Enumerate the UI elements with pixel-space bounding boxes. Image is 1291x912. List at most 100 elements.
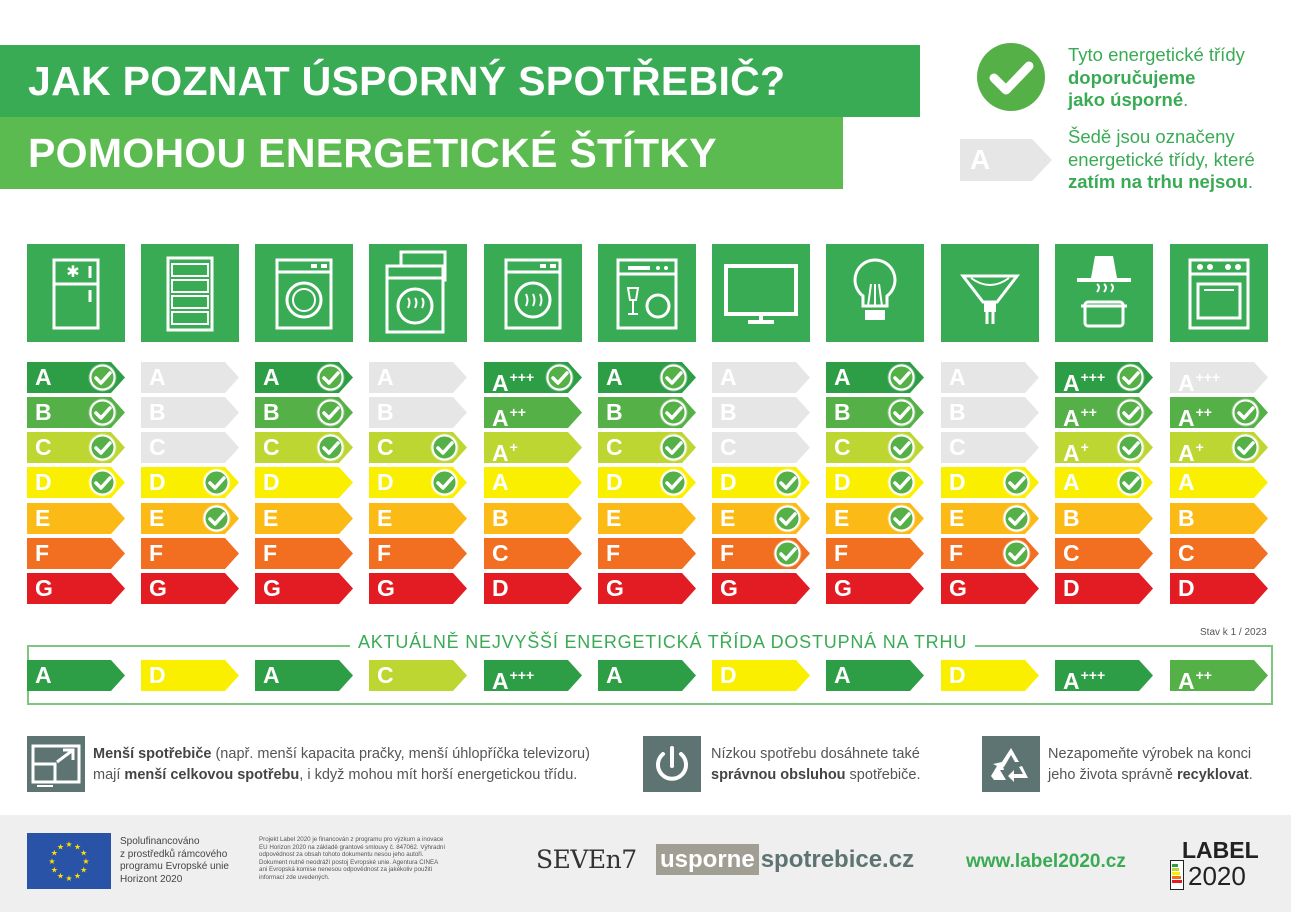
energy-class-arrow: G bbox=[712, 573, 810, 604]
page-title-line1: JAK POZNAT ÚSPORNÝ SPOTŘEBIČ? bbox=[0, 45, 920, 117]
energy-class-arrow: B bbox=[255, 397, 353, 428]
energy-class-arrow: D bbox=[141, 467, 239, 498]
energy-class-arrow: C bbox=[712, 432, 810, 463]
energy-class-label: D bbox=[263, 469, 280, 495]
energy-class-arrow: G bbox=[598, 573, 696, 604]
energy-class-label: E bbox=[606, 505, 622, 531]
energy-class-arrow: B bbox=[141, 397, 239, 428]
check-icon bbox=[202, 468, 231, 497]
check-icon bbox=[316, 363, 345, 392]
energy-class-label: A bbox=[949, 364, 966, 390]
energy-class-arrow: A bbox=[369, 362, 467, 393]
energy-class-label: C bbox=[35, 434, 52, 460]
energy-class-arrow: G bbox=[369, 573, 467, 604]
energy-class-arrow: A bbox=[141, 362, 239, 393]
energy-class-label: F bbox=[377, 540, 392, 566]
energy-class-label: D bbox=[35, 469, 52, 495]
eu-flag-icon: ★ ★ ★ ★ ★ ★ ★ ★ ★ ★ ★ ★ bbox=[27, 833, 111, 889]
best-available-class-arrow: A bbox=[255, 660, 353, 691]
energy-class-label: F bbox=[606, 540, 621, 566]
check-icon bbox=[88, 398, 117, 427]
light-bulb-icon bbox=[826, 244, 924, 342]
energy-class-label: B bbox=[1178, 505, 1195, 531]
energy-class-arrow: G bbox=[826, 573, 924, 604]
energy-class-label: A++ bbox=[1178, 667, 1212, 694]
eu-star: ★ bbox=[80, 849, 87, 858]
label2020-logo: LABEL 2020 bbox=[1170, 838, 1270, 892]
energy-class-arrow: C bbox=[484, 538, 582, 569]
energy-class-arrow: E bbox=[369, 503, 467, 534]
eu-star: ★ bbox=[57, 842, 64, 851]
fridge-icon: ✱ bbox=[27, 244, 125, 342]
energy-class-arrow: G bbox=[27, 573, 125, 604]
energy-class-label: E bbox=[149, 505, 165, 531]
footer bbox=[0, 815, 1291, 912]
energy-class-label: D bbox=[149, 662, 166, 688]
washing-machine-icon bbox=[255, 244, 353, 342]
best-available-class-arrow: D bbox=[712, 660, 810, 691]
energy-class-arrow: A+ bbox=[1170, 432, 1268, 466]
check-icon bbox=[773, 504, 802, 533]
energy-class-label: E bbox=[35, 505, 51, 531]
check-icon bbox=[430, 468, 459, 497]
energy-class-label: C bbox=[377, 662, 394, 688]
energy-class-label: C bbox=[149, 434, 166, 460]
energy-class-arrow: D bbox=[826, 467, 924, 498]
eu-star: ★ bbox=[80, 866, 87, 875]
energy-class-arrow: A+++ bbox=[1170, 362, 1268, 396]
energy-class-label: G bbox=[949, 575, 967, 601]
check-icon bbox=[887, 433, 916, 462]
energy-class-label: D bbox=[1063, 575, 1080, 601]
energy-class-label: D bbox=[834, 469, 851, 495]
check-icon bbox=[1116, 468, 1145, 497]
check-icon bbox=[88, 433, 117, 462]
recycle-icon bbox=[982, 736, 1040, 792]
energy-class-arrow: E bbox=[941, 503, 1039, 534]
energy-class-arrow: F bbox=[598, 538, 696, 569]
energy-class-arrow: C bbox=[826, 432, 924, 463]
available-class-title: AKTUÁLNĚ NEJVYŠŠÍ ENERGETICKÁ TŘÍDA DOST… bbox=[350, 630, 976, 654]
energy-class-arrow: G bbox=[941, 573, 1039, 604]
energy-class-label: C bbox=[720, 434, 737, 460]
label-document-icon bbox=[1170, 860, 1184, 890]
energy-class-arrow: C bbox=[941, 432, 1039, 463]
energy-class-arrow: A bbox=[27, 362, 125, 393]
status-date: Stav k 1 / 2023 bbox=[1200, 627, 1267, 638]
energy-class-arrow: A bbox=[941, 362, 1039, 393]
eu-star: ★ bbox=[82, 857, 89, 866]
check-icon bbox=[887, 363, 916, 392]
energy-class-arrow: D bbox=[1170, 573, 1268, 604]
energy-class-label: F bbox=[263, 540, 278, 566]
energy-class-arrow: C bbox=[255, 432, 353, 463]
energy-class-label: E bbox=[834, 505, 850, 531]
energy-class-arrow: D bbox=[941, 467, 1039, 498]
energy-class-arrow: A+ bbox=[484, 432, 582, 466]
check-icon bbox=[659, 433, 688, 462]
check-icon bbox=[773, 539, 802, 568]
energy-class-label: F bbox=[720, 540, 735, 566]
spot-lamp-icon bbox=[941, 244, 1039, 342]
check-icon bbox=[88, 468, 117, 497]
legend-grey-label: A bbox=[970, 144, 991, 175]
best-available-class-arrow: A++ bbox=[1170, 660, 1268, 694]
television-icon bbox=[712, 244, 810, 342]
energy-class-label: G bbox=[35, 575, 53, 601]
energy-class-label: F bbox=[949, 540, 964, 566]
check-icon bbox=[1116, 363, 1145, 392]
energy-class-arrow: D bbox=[712, 467, 810, 498]
energy-class-label: A bbox=[377, 364, 394, 390]
usporne-spotrebice-logo[interactable]: usporne spotrebice.cz bbox=[656, 844, 914, 875]
tip-proper-operation: Nízkou spotřebu dosáhnete také správnou … bbox=[711, 746, 921, 783]
page-title-line2: POMOHOU ENERGETICKÉ ŠTÍTKY bbox=[0, 117, 843, 189]
energy-class-label: B bbox=[720, 399, 737, 425]
eu-star: ★ bbox=[65, 840, 72, 849]
check-icon bbox=[88, 363, 117, 392]
energy-class-label: B bbox=[149, 399, 166, 425]
energy-class-label: E bbox=[949, 505, 965, 531]
best-available-class-arrow: A bbox=[598, 660, 696, 691]
energy-class-label: E bbox=[377, 505, 393, 531]
eu-star: ★ bbox=[51, 866, 58, 875]
energy-class-arrow: B bbox=[598, 397, 696, 428]
energy-class-label: D bbox=[492, 575, 509, 601]
label2020-link[interactable]: www.label2020.cz bbox=[966, 851, 1126, 872]
